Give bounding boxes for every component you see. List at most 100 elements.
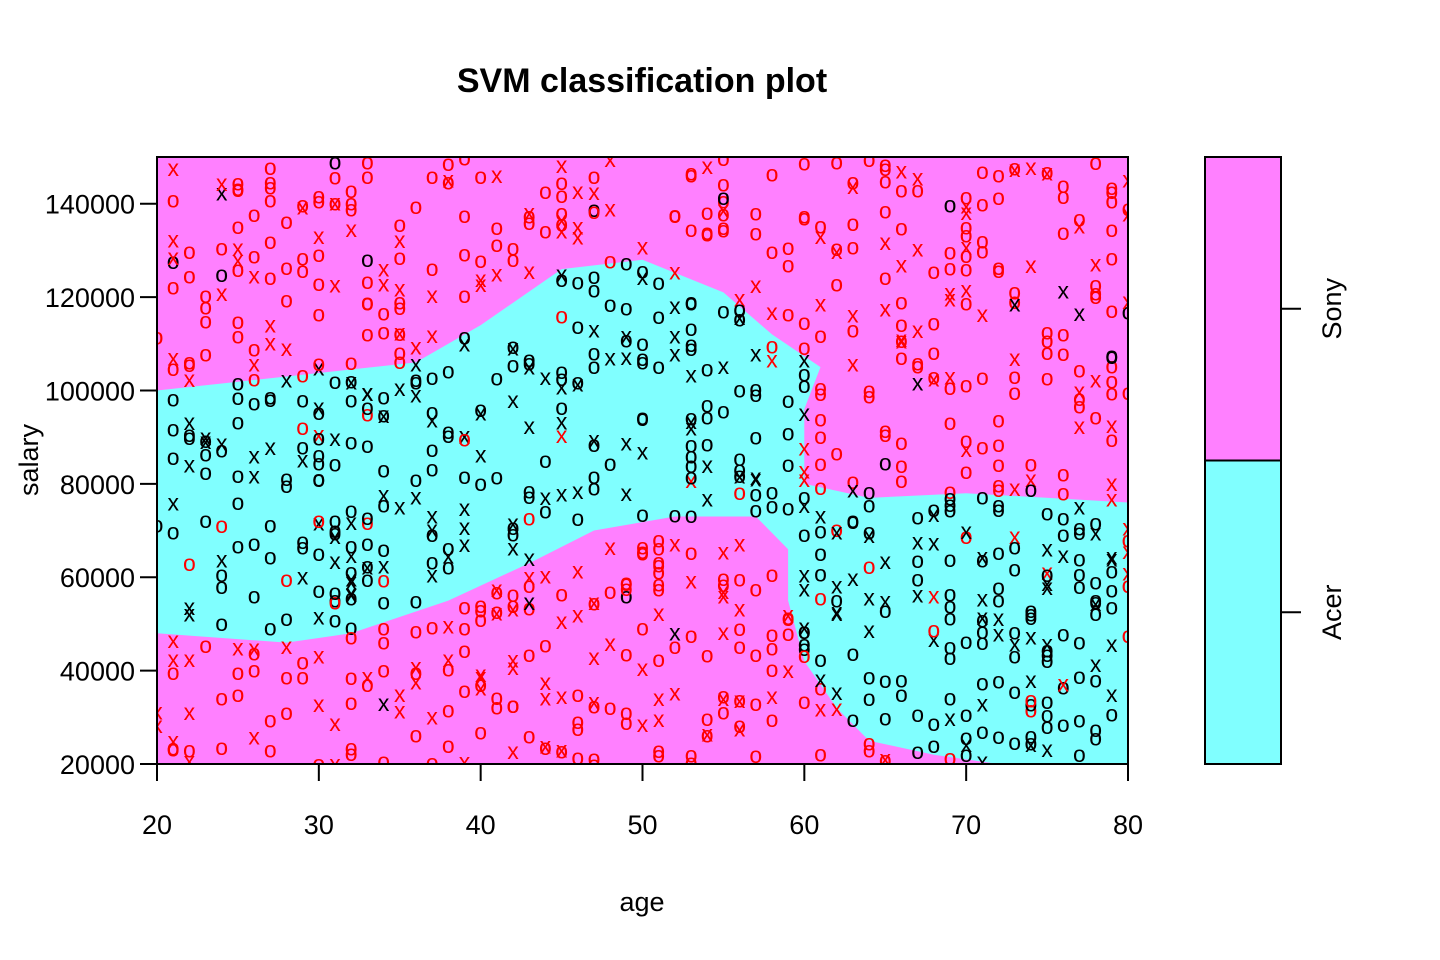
- data-point: x: [572, 178, 584, 204]
- data-point: o: [361, 671, 374, 697]
- data-point: x: [297, 194, 309, 220]
- data-point: x: [523, 564, 535, 590]
- data-point: o: [749, 381, 762, 407]
- data-point: o: [879, 450, 892, 476]
- data-point: o: [847, 640, 860, 666]
- data-point: x: [750, 464, 762, 490]
- data-point: x: [880, 548, 892, 574]
- data-point: o: [847, 169, 860, 195]
- data-point: o: [474, 596, 487, 622]
- data-point: x: [588, 689, 600, 715]
- data-point: o: [717, 571, 730, 597]
- data-point: x: [572, 214, 584, 240]
- data-point: o: [167, 355, 180, 381]
- data-point: o: [1073, 628, 1086, 654]
- data-point: o: [652, 548, 665, 574]
- data-point: x: [863, 522, 875, 548]
- data-point: o: [458, 426, 471, 452]
- data-point: o: [280, 605, 293, 631]
- x-axis: 20 30 40 50 60 70 80: [142, 763, 1143, 840]
- data-point: x: [556, 152, 568, 178]
- data-point: o: [814, 561, 827, 587]
- data-point: o: [426, 398, 439, 424]
- data-point: o: [701, 199, 714, 225]
- data-point: x: [491, 599, 503, 625]
- data-point: x: [831, 598, 843, 624]
- data-point: o: [280, 208, 293, 234]
- data-point: o: [280, 472, 293, 498]
- data-point: o: [1105, 342, 1118, 368]
- data-point: o: [264, 187, 277, 213]
- data-point: x: [799, 576, 811, 602]
- data-point: o: [523, 572, 536, 598]
- data-point: x: [232, 634, 244, 660]
- data-point: x: [1106, 631, 1118, 657]
- data-point: o: [733, 296, 746, 322]
- data-point: o: [571, 269, 584, 295]
- data-point: x: [621, 344, 633, 370]
- data-point: x: [556, 207, 568, 233]
- data-point: x: [669, 531, 681, 557]
- data-point: o: [377, 566, 390, 592]
- data-point: o: [458, 463, 471, 489]
- data-point: o: [264, 386, 277, 412]
- data-point: x: [863, 617, 875, 643]
- data-point: o: [960, 372, 973, 398]
- data-point: x: [750, 341, 762, 367]
- data-point: o: [215, 573, 228, 599]
- data-point: o: [312, 466, 325, 492]
- data-point: x: [345, 581, 357, 607]
- data-point: o: [604, 578, 617, 604]
- data-point: x: [977, 748, 989, 774]
- data-point: x: [475, 271, 487, 297]
- data-point: o: [652, 551, 665, 577]
- data-point: o: [652, 571, 665, 597]
- data-point: o: [1089, 586, 1102, 612]
- data-point: o: [1057, 621, 1070, 647]
- data-point: x: [281, 633, 293, 659]
- data-point: o: [361, 289, 374, 315]
- data-point: o: [232, 681, 245, 707]
- data-point: o: [1041, 159, 1054, 185]
- data-point: o: [555, 303, 568, 329]
- data-point: o: [604, 247, 617, 273]
- data-point: o: [426, 750, 439, 776]
- data-point: o: [766, 161, 779, 187]
- data-point: x: [459, 531, 471, 557]
- data-point: o: [685, 315, 698, 341]
- data-point: x: [443, 543, 455, 569]
- data-point: o: [361, 394, 374, 420]
- data-point: x: [248, 635, 260, 661]
- data-point: x: [847, 477, 859, 503]
- data-point: x: [443, 646, 455, 672]
- data-point: o: [264, 384, 277, 410]
- data-point: x: [1009, 345, 1021, 371]
- data-point: x: [912, 165, 924, 191]
- data-point: o: [992, 492, 1005, 518]
- data-point: o: [490, 598, 503, 624]
- data-point: o: [766, 706, 779, 732]
- data-point: x: [799, 562, 811, 588]
- data-point: o: [280, 663, 293, 689]
- data-point: x: [928, 529, 940, 555]
- data-point: x: [912, 370, 924, 396]
- data-point: x: [831, 238, 843, 264]
- data-point: o: [199, 427, 212, 453]
- data-point: o: [944, 255, 957, 281]
- data-point: o: [944, 684, 957, 710]
- data-point: o: [766, 332, 779, 358]
- data-point: o: [992, 586, 1005, 612]
- data-point: x: [1058, 542, 1070, 568]
- data-point: o: [426, 436, 439, 462]
- data-point: o: [199, 341, 212, 367]
- data-point: o: [927, 616, 940, 642]
- data-point: x: [410, 653, 422, 679]
- data-point: x: [410, 484, 422, 510]
- data-point: o: [749, 200, 762, 226]
- data-point: o: [879, 151, 892, 177]
- data-point: o: [620, 326, 633, 352]
- data-point: o: [814, 646, 827, 672]
- data-point: x: [362, 664, 374, 690]
- data-point: o: [264, 264, 277, 290]
